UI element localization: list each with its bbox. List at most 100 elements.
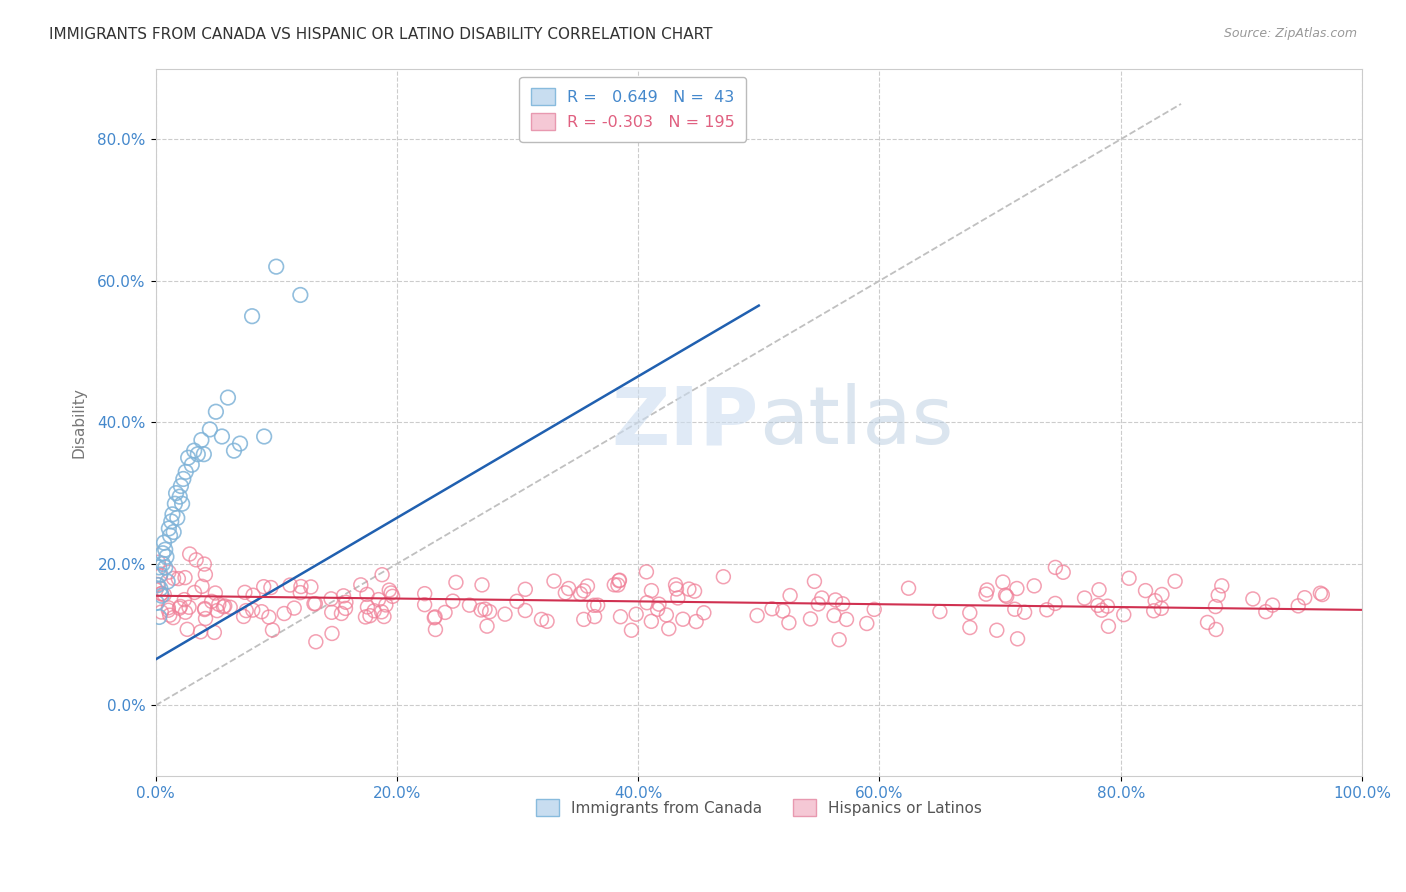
Point — [444, 575, 467, 590]
Point — [609, 609, 631, 624]
Point — [350, 578, 373, 592]
Point — [636, 596, 658, 610]
Point — [515, 582, 537, 597]
Point — [160, 515, 183, 529]
Point — [1144, 593, 1167, 607]
Point — [994, 588, 1017, 602]
Point — [159, 608, 181, 623]
Point — [665, 582, 688, 596]
Point — [666, 591, 689, 605]
Point — [572, 583, 595, 598]
Point — [194, 567, 217, 582]
Point — [530, 612, 553, 626]
Point — [640, 583, 662, 598]
Point — [494, 607, 516, 622]
Point — [583, 609, 606, 624]
Point — [478, 605, 501, 619]
Point — [959, 621, 981, 635]
Point — [148, 555, 170, 569]
Point — [163, 497, 186, 511]
Point — [1091, 603, 1114, 617]
Point — [434, 606, 457, 620]
Point — [173, 592, 195, 607]
Point — [624, 607, 647, 622]
Point — [582, 599, 605, 613]
Point — [150, 589, 173, 603]
Point — [824, 593, 846, 607]
Point — [381, 590, 404, 604]
Point — [506, 594, 529, 608]
Point — [1004, 602, 1026, 616]
Point — [278, 578, 301, 592]
Point — [640, 615, 662, 629]
Point — [655, 607, 678, 622]
Point — [711, 570, 734, 584]
Point — [1241, 591, 1264, 606]
Point — [474, 602, 496, 616]
Point — [232, 609, 254, 624]
Point — [198, 422, 221, 436]
Point — [1045, 560, 1067, 574]
Point — [208, 597, 231, 611]
Point — [1052, 566, 1074, 580]
Point — [974, 587, 997, 601]
Point — [373, 609, 395, 624]
Point — [1112, 607, 1135, 622]
Point — [205, 604, 228, 618]
Point — [235, 604, 257, 618]
Point — [609, 573, 631, 587]
Point — [262, 623, 284, 637]
Point — [253, 580, 276, 594]
Point — [1118, 571, 1140, 585]
Point — [250, 605, 273, 619]
Point — [174, 465, 197, 479]
Point — [155, 542, 177, 557]
Point — [371, 567, 394, 582]
Point — [290, 288, 312, 302]
Point — [253, 429, 276, 443]
Point — [157, 603, 180, 617]
Point — [554, 586, 576, 600]
Point — [779, 589, 801, 603]
Point — [441, 594, 464, 608]
Point — [177, 450, 200, 465]
Point — [146, 596, 169, 610]
Point — [201, 594, 224, 608]
Point — [576, 579, 599, 593]
Point — [603, 578, 626, 592]
Point — [470, 603, 492, 617]
Point — [299, 580, 322, 594]
Point — [856, 616, 879, 631]
Point — [145, 582, 167, 597]
Point — [169, 599, 191, 614]
Point — [370, 605, 392, 619]
Point — [257, 610, 280, 624]
Point — [162, 610, 184, 624]
Point — [986, 624, 1008, 638]
Point — [260, 581, 283, 595]
Point — [332, 589, 354, 603]
Point — [1164, 574, 1187, 589]
Point — [1097, 619, 1119, 633]
Point — [761, 601, 783, 615]
Point — [190, 624, 212, 639]
Point — [159, 528, 181, 542]
Point — [204, 586, 226, 600]
Point — [290, 585, 312, 599]
Point — [148, 610, 170, 624]
Point — [606, 578, 628, 592]
Point — [335, 595, 357, 609]
Point — [153, 588, 176, 602]
Point — [778, 615, 800, 630]
Point — [363, 604, 385, 618]
Point — [1294, 591, 1316, 605]
Point — [1197, 615, 1219, 630]
Point — [157, 521, 180, 535]
Point — [242, 588, 264, 602]
Point — [1150, 601, 1173, 615]
Point — [831, 597, 853, 611]
Point — [897, 581, 920, 595]
Point — [179, 547, 201, 561]
Point — [799, 612, 821, 626]
Point — [536, 615, 558, 629]
